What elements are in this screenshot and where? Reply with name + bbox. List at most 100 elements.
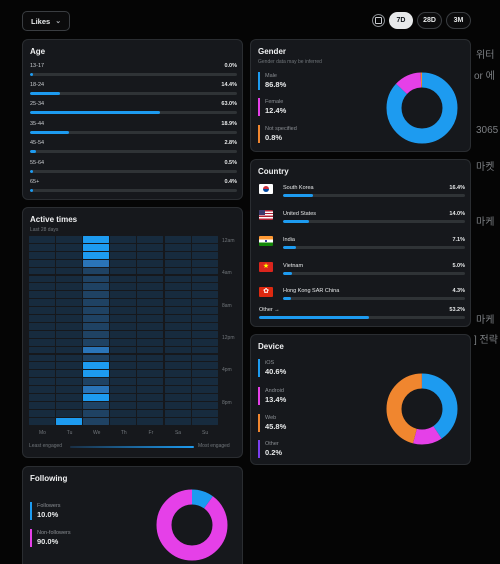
chevron-down-icon: ⌄ — [55, 18, 62, 25]
day-label: Tu — [66, 430, 73, 436]
heatmap-cell — [110, 338, 137, 346]
heatmap-cell — [191, 299, 218, 307]
country-row: ✿ Hong Kong SAR China 4.3% — [259, 287, 465, 307]
country-bar-track — [283, 246, 465, 249]
heatmap-cell — [191, 401, 218, 409]
legend-item: Android 13.4% — [258, 387, 286, 405]
background-text: ] 전략 — [474, 335, 498, 346]
heatmap-cell — [83, 243, 110, 251]
background-text: 마케 — [476, 217, 495, 228]
heatmap-cell — [110, 354, 137, 362]
legend-item: Web 45.8% — [258, 414, 286, 432]
flag-in-icon — [259, 236, 273, 246]
heatmap-cell — [137, 378, 164, 386]
heatmap-cell — [110, 417, 137, 425]
heatmap-cell — [29, 354, 56, 362]
heatmap-cell — [56, 322, 83, 330]
country-bar-fill — [283, 272, 293, 275]
range-3m-button[interactable]: 3M — [446, 12, 471, 29]
age-title: Age — [30, 47, 46, 56]
heatmap-cell — [56, 330, 83, 338]
metric-dropdown[interactable]: Likes ⌄ — [22, 11, 71, 31]
range-28d-button[interactable]: 28D — [417, 12, 442, 29]
calendar-icon[interactable] — [372, 14, 385, 27]
heatmap-cell — [56, 370, 83, 378]
heatmap-cell — [191, 259, 218, 267]
heatmap-cell — [137, 275, 164, 283]
heatmap-cell — [110, 299, 137, 307]
heatmap-cell — [29, 243, 56, 251]
legend-label: Followers — [37, 503, 61, 509]
time-label: 4am — [222, 270, 232, 277]
heatmap-cell — [137, 283, 164, 291]
metric-dropdown-label: Likes — [31, 16, 51, 26]
age-row: 35-44 18.9% — [30, 121, 237, 139]
heatmap-cell — [83, 267, 110, 275]
heatmap-cell — [137, 338, 164, 346]
heatmap-cell — [137, 299, 164, 307]
country-value: 5.0% — [452, 263, 465, 269]
age-bar-track — [30, 92, 237, 95]
heatmap-cell — [56, 299, 83, 307]
heatmap-cell — [83, 330, 110, 338]
heatmap-cell — [56, 307, 83, 314]
heatmap-cell — [56, 275, 83, 283]
heatmap-cell — [29, 394, 56, 401]
heatmap-cell — [137, 322, 164, 330]
heatmap-cell — [137, 243, 164, 251]
heatmap-cell — [164, 346, 191, 354]
heatmap-cell — [29, 370, 56, 378]
age-bar-fill — [30, 73, 34, 76]
country-bar-track — [283, 272, 465, 275]
arrow-right-icon: → — [274, 307, 280, 313]
heatmap-cell — [137, 346, 164, 354]
heatmap-cell — [83, 354, 110, 362]
age-value: 0.4% — [224, 179, 237, 185]
heatmap-cell — [83, 417, 110, 425]
heatmap-cell — [83, 394, 110, 401]
time-label: 4pm — [222, 367, 232, 374]
gender-title: Gender — [258, 47, 287, 56]
gender-card: Gender Gender data may be inferred Male 8… — [250, 39, 471, 152]
heatmap-cell — [137, 409, 164, 417]
heatmap-cell — [56, 346, 83, 354]
age-value: 14.4% — [221, 82, 237, 88]
time-label: 8am — [222, 302, 232, 309]
day-label: Sa — [174, 430, 182, 436]
heatmap-cell — [56, 236, 83, 243]
country-bar-fill — [283, 246, 297, 249]
country-bar-track — [283, 220, 465, 223]
engagement-gradient — [70, 446, 194, 448]
age-card: Age 13-17 0.0% 18-24 14.4% 25-34 63.0% 35-44 18… — [22, 39, 243, 200]
heatmap-cell — [191, 386, 218, 393]
heatmap-cell — [29, 291, 56, 299]
country-other-row[interactable]: Other → 53.2% — [259, 307, 465, 321]
heatmap-cell — [191, 338, 218, 346]
heatmap-cell — [83, 307, 110, 314]
time-label: 12pm — [222, 334, 235, 341]
heatmap-cell — [83, 346, 110, 354]
heatmap-cell — [164, 338, 191, 346]
heatmap-cell — [29, 378, 56, 386]
legend-value: 12.4% — [265, 106, 287, 115]
legend-label: Android — [265, 388, 284, 394]
legend-item: iOS 40.6% — [258, 359, 286, 377]
heatmap-cell — [191, 362, 218, 370]
heatmap-cell — [191, 409, 218, 417]
legend-value: 45.8% — [265, 422, 287, 431]
age-range-label: 25-34 — [30, 101, 45, 107]
heatmap-cell — [137, 370, 164, 378]
heatmap-cell — [29, 401, 56, 409]
range-label: 3M — [453, 17, 464, 24]
country-row: ★ Vietnam 5.0% — [259, 262, 465, 282]
age-range-label: 35-44 — [30, 121, 45, 127]
range-7d-button[interactable]: 7D — [389, 12, 413, 29]
age-row: 55-64 0.5% — [30, 160, 237, 178]
legend-low-label: Least engaged — [29, 443, 63, 449]
heatmap-cell — [191, 346, 218, 354]
age-bar-fill — [30, 92, 60, 95]
heatmap-cell — [137, 362, 164, 370]
heatmap-cell — [29, 362, 56, 370]
age-row: 18-24 14.4% — [30, 82, 237, 100]
country-value: 4.3% — [452, 288, 465, 294]
